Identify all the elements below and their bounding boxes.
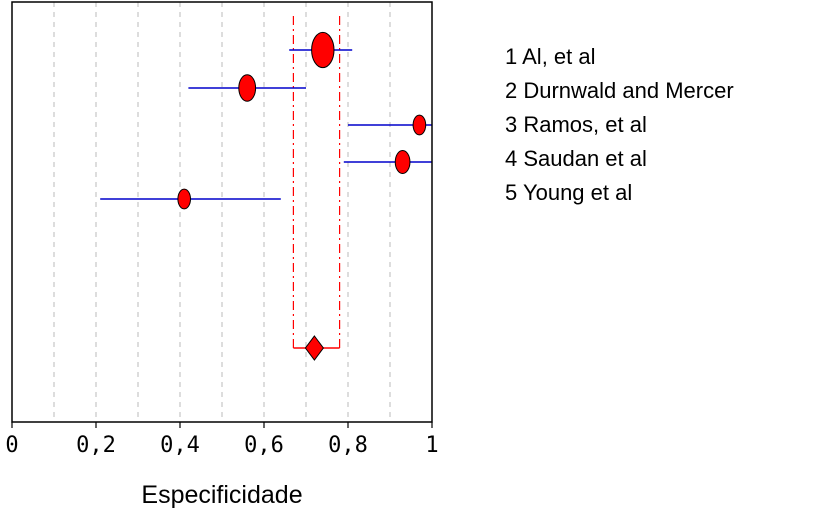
study-point [311,31,335,69]
x-axis: 0 0,2 0,4 0,6 0,8 1 [5,422,439,458]
x-tick-label: 0,4 [160,433,200,458]
pooled-ci-band [292,16,341,348]
legend-entry: 4 Saudan et al [505,146,647,171]
legend-entry: 5 Young et al [505,180,633,205]
x-tick-label: 0,8 [328,433,368,458]
study-point [177,188,191,210]
legend-entry: 3 Ramos, et al [505,112,647,137]
legend-entry: 2 Durnwald and Mercer [505,78,734,103]
study-point [412,114,427,136]
study-point [238,74,257,102]
x-tick-label: 0,2 [76,433,116,458]
pooled-diamond [304,335,325,361]
study-markers [100,31,432,210]
x-tick-label: 0,6 [244,433,284,458]
x-axis-label: Especificidade [141,481,302,509]
x-tick-label: 0 [5,433,18,458]
gridlines [53,2,391,422]
legend: 1 Al, et al 2 Durnwald and Mercer 3 Ramo… [505,40,734,210]
x-tick-label: 1 [425,433,438,458]
legend-entry: 1 Al, et al [505,44,596,69]
pooled-estimate [293,335,340,361]
study-point [394,149,411,175]
plot-frame [11,1,433,423]
